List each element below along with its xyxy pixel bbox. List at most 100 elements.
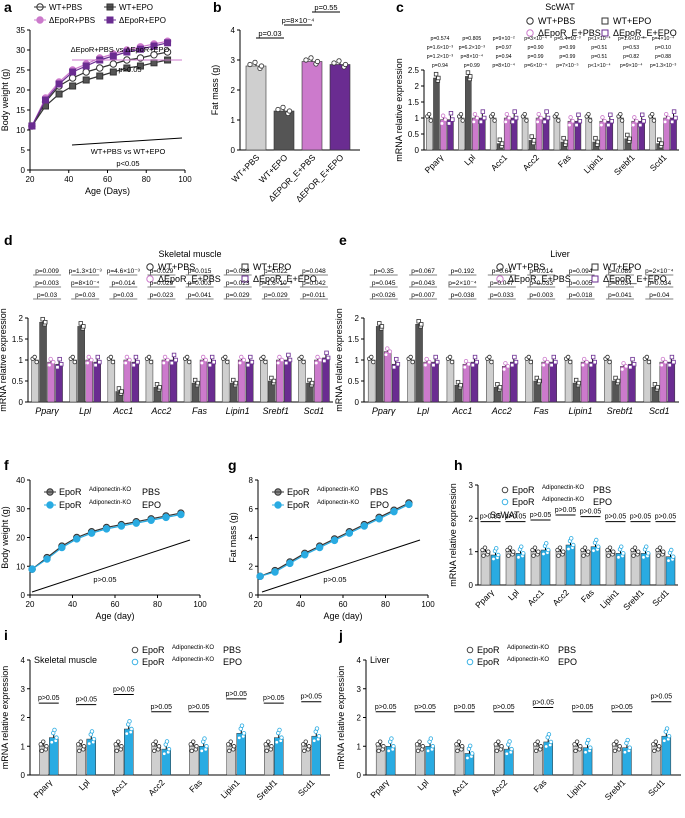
p-value-label: p=0.034 bbox=[647, 280, 671, 287]
replicate-dot bbox=[631, 553, 636, 558]
data-point bbox=[345, 529, 354, 537]
y-tick-label: 0 bbox=[21, 591, 26, 600]
x-tick-label: Acc2 bbox=[146, 777, 167, 798]
data-point bbox=[150, 51, 158, 59]
p-value-label: p=0.041 bbox=[188, 292, 212, 299]
replicate-dot bbox=[535, 119, 540, 125]
p-value-label: p=0.045 bbox=[372, 280, 396, 287]
replicate-dot bbox=[576, 112, 581, 117]
legend-marker bbox=[601, 29, 609, 37]
replicate-dot bbox=[386, 748, 391, 754]
y-tick-label: 10 bbox=[16, 562, 25, 571]
p-value-label: p=0.023 bbox=[226, 280, 250, 287]
legend-label: WT+EPO bbox=[603, 262, 641, 272]
bar bbox=[446, 359, 455, 403]
replicate-dot bbox=[671, 109, 677, 114]
replicate-dot bbox=[307, 377, 312, 383]
replicate-dot bbox=[146, 354, 152, 360]
legend-superscript: Adiponectin-KO bbox=[172, 645, 214, 651]
replicate-dot bbox=[195, 380, 200, 386]
p-value-label: p=0.009 bbox=[35, 268, 59, 275]
data-point bbox=[28, 565, 36, 573]
x-tick-label: Acc1 bbox=[489, 152, 510, 173]
annotation: WT+PBS vs WT+EPO bbox=[91, 147, 166, 156]
x-axis-title: Age (day) bbox=[323, 611, 362, 621]
replicate-dot bbox=[630, 356, 635, 362]
data-point bbox=[163, 48, 172, 56]
bar bbox=[667, 361, 676, 403]
replicate-dot bbox=[324, 350, 329, 356]
p-value-label: p=0.53 bbox=[623, 45, 639, 51]
replicate-dot bbox=[415, 748, 421, 754]
x-tick-label: Pparγ bbox=[473, 587, 496, 610]
replicate-dot bbox=[588, 118, 593, 123]
replicate-dot bbox=[468, 74, 473, 79]
replicate-dot bbox=[89, 357, 94, 363]
bar bbox=[298, 359, 306, 403]
replicate-dot bbox=[239, 723, 245, 728]
legend-label: WT+PBS bbox=[49, 3, 82, 12]
y-tick-label: 0 bbox=[355, 398, 360, 407]
replicate-dot bbox=[612, 748, 618, 754]
replicate-dot bbox=[199, 748, 204, 754]
bar bbox=[604, 359, 612, 403]
replicate-dot bbox=[435, 359, 440, 365]
bar bbox=[628, 363, 636, 403]
replicate-dot bbox=[89, 729, 95, 734]
p-value-label: p>0.05 bbox=[300, 694, 322, 701]
bar bbox=[659, 361, 668, 403]
bar bbox=[375, 326, 384, 403]
y-tick-label: 8 bbox=[249, 476, 254, 485]
replicate-dot bbox=[153, 739, 158, 744]
x-tick-label: 60 bbox=[111, 600, 120, 609]
replicate-dot bbox=[462, 365, 468, 370]
y-tick-label: 10 bbox=[16, 126, 25, 135]
replicate-dot bbox=[538, 744, 544, 749]
p-value-label: p=9×10⁻² bbox=[493, 36, 515, 42]
y-axis-title: mRNA relative expression bbox=[336, 666, 346, 770]
replicate-dot bbox=[430, 744, 436, 749]
bar bbox=[553, 117, 561, 151]
legend-superscript: Adiponectin-KO bbox=[89, 487, 131, 493]
y-tick-label: 3 bbox=[231, 56, 236, 65]
legend-superscript: Adiponectin-KO bbox=[542, 497, 584, 503]
legend-label: ΔEpoR_E+PBS bbox=[538, 28, 601, 38]
replicate-dot bbox=[618, 111, 623, 117]
x-tick-label: Acc2 bbox=[150, 406, 171, 416]
replicate-dot bbox=[544, 109, 549, 114]
replicate-dot bbox=[545, 115, 551, 121]
replicate-dot bbox=[211, 359, 216, 365]
replicate-dot bbox=[194, 744, 199, 749]
bar bbox=[549, 361, 557, 403]
x-tick-label: Fas bbox=[187, 777, 204, 794]
bar bbox=[489, 117, 497, 151]
p-value-label: p>0.05 bbox=[263, 695, 285, 702]
y-tick-label: 20 bbox=[16, 86, 25, 95]
data-point bbox=[405, 500, 413, 509]
x-tick-label: Lpl bbox=[79, 406, 92, 416]
x-axis-title: Age (Days) bbox=[85, 186, 130, 196]
y-tick-label: 4 bbox=[21, 656, 26, 665]
x-tick-label: Srebf1 bbox=[254, 777, 279, 802]
replicate-dot bbox=[549, 362, 554, 368]
replicate-dot bbox=[627, 136, 632, 141]
data-point bbox=[330, 536, 339, 545]
replicate-dot bbox=[531, 553, 536, 558]
replicate-dot bbox=[231, 744, 237, 749]
replicate-dot bbox=[410, 359, 415, 365]
y-tick-label: 1 bbox=[21, 742, 26, 751]
legend-marker bbox=[591, 275, 599, 283]
p-value-label: p=0.64 bbox=[492, 268, 512, 275]
replicate-dot bbox=[227, 748, 232, 754]
replicate-dot bbox=[428, 118, 434, 123]
x-tick-label: Scd1 bbox=[649, 406, 670, 416]
x-tick-label: 80 bbox=[153, 600, 162, 609]
y-tick-label: 1 bbox=[469, 548, 474, 557]
replicate-dot bbox=[51, 359, 56, 365]
replicate-dot bbox=[376, 748, 381, 754]
legend-label: EpoR bbox=[287, 487, 310, 497]
panel-letter-a: a bbox=[4, 0, 12, 15]
p-value-label: p=0.038 bbox=[451, 292, 475, 299]
replicate-dot bbox=[615, 378, 621, 384]
